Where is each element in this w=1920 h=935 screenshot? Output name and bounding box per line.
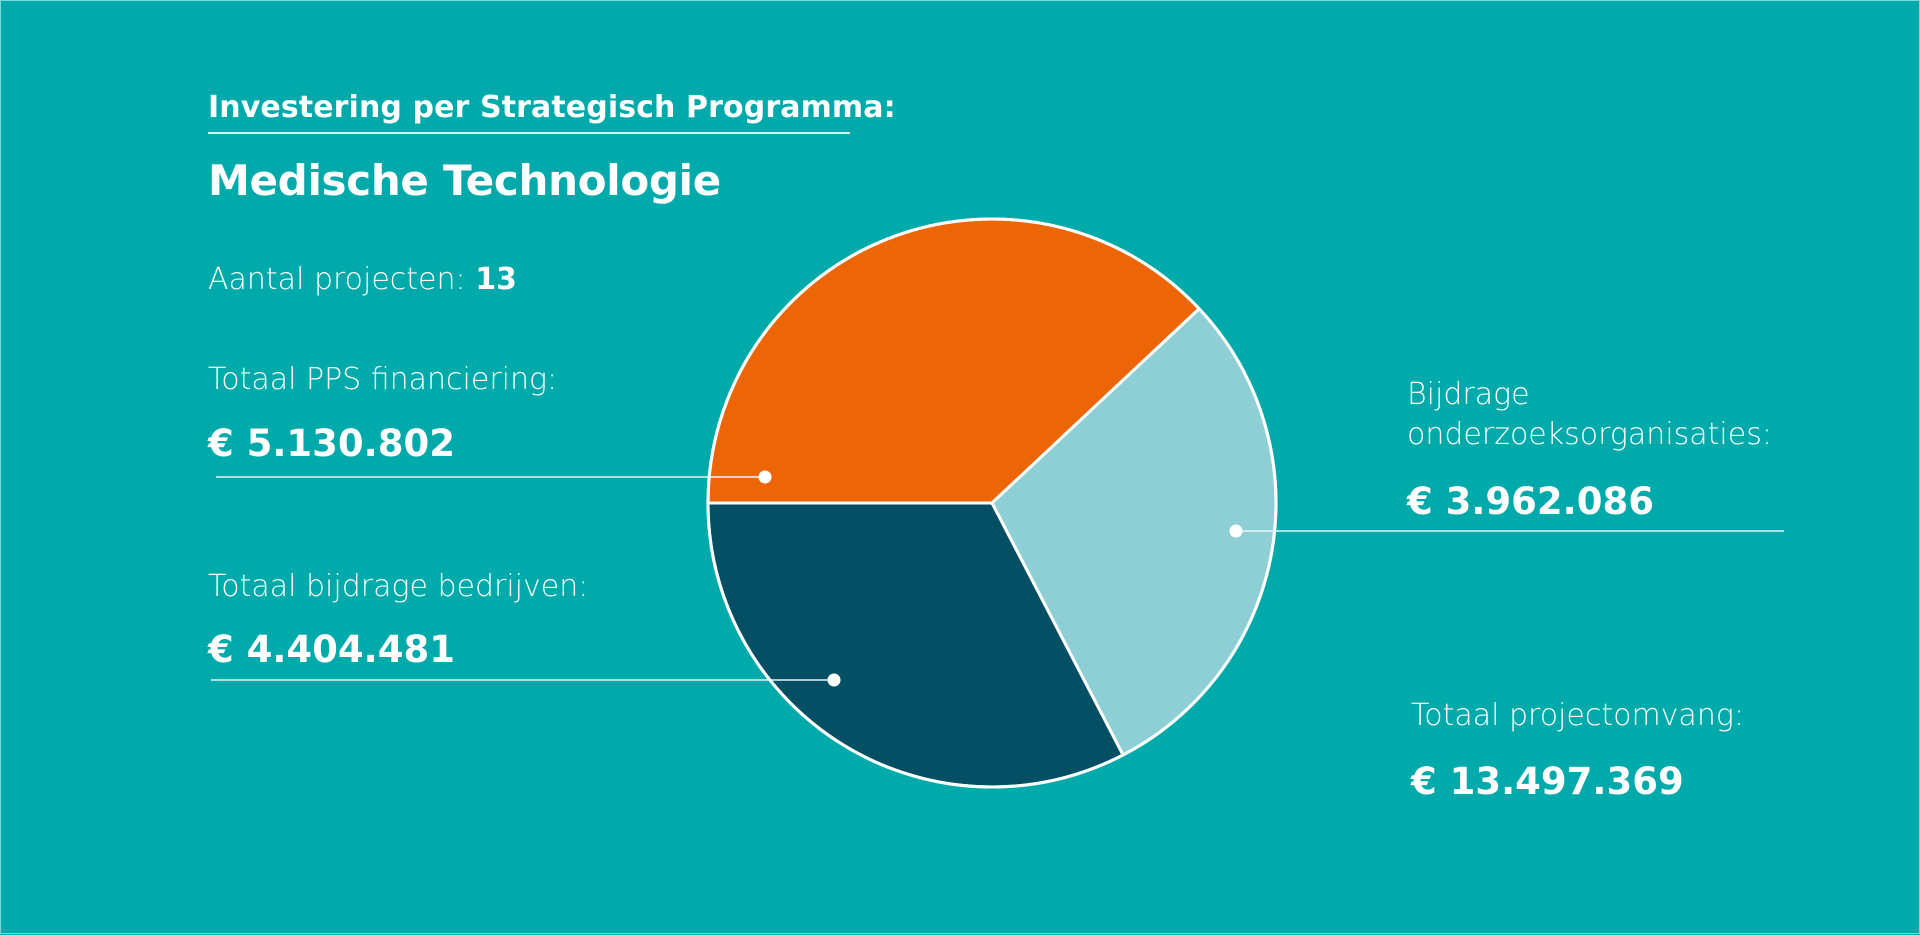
onderzoek-label: Bijdrage onderzoeksorganisaties: [1407, 375, 1772, 455]
project-count-label: Aantal projecten: [208, 262, 476, 297]
bedrijven-value: € 4.404.481 [208, 628, 455, 671]
bedrijven-label: Totaal bijdrage bedrijven: [208, 569, 589, 604]
leader-dot-pps [758, 470, 772, 484]
subtitle-underline [208, 132, 850, 134]
page-title: Medische Technologie [208, 156, 721, 205]
pps-value: € 5.130.802 [208, 422, 455, 465]
subtitle: Investering per Strategisch Programma: [208, 90, 896, 125]
project-count-value: 13 [475, 262, 517, 297]
onderzoek-label-line2: onderzoeksorganisaties: [1407, 417, 1772, 452]
pie-outline [706, 217, 1278, 789]
project-count: Aantal projecten: 13 [208, 261, 517, 299]
onderzoek-value: € 3.962.086 [1407, 480, 1654, 523]
onderzoek-label-line1: Bijdrage [1407, 377, 1530, 412]
leader-dot-bedrijven [827, 673, 841, 687]
leader-dot-onderzoek [1229, 524, 1243, 538]
totaal-label: Totaal projectomvang: [1411, 698, 1744, 733]
pie-slices [706, 217, 1278, 789]
totaal-value: € 13.497.369 [1411, 760, 1684, 803]
leader-lines [211, 470, 1784, 687]
pps-label: Totaal PPS financiering: [208, 362, 558, 397]
